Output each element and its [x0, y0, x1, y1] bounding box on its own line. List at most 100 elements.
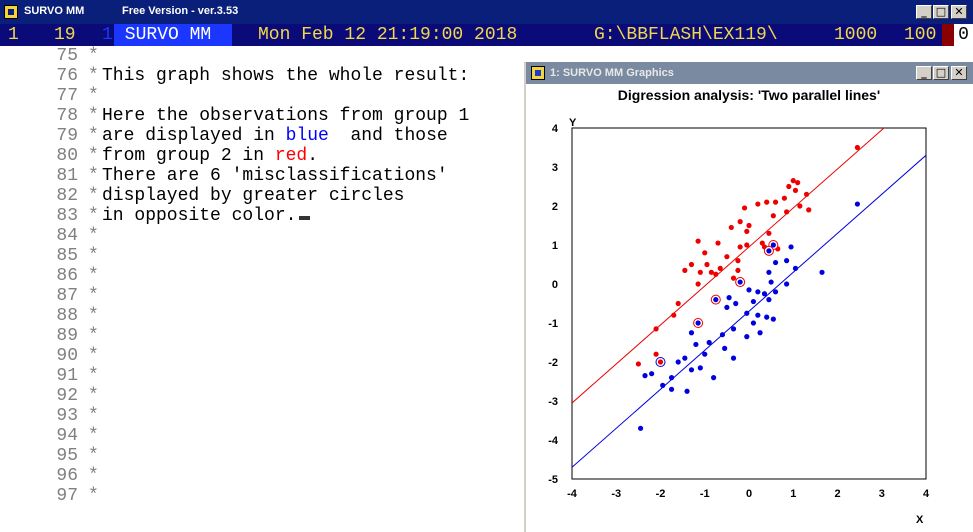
data-point	[637, 425, 644, 431]
line-number: 91	[56, 366, 78, 386]
data-point	[761, 291, 768, 297]
y-tick-label: -4	[548, 435, 559, 447]
control-column-star[interactable]: *	[88, 466, 99, 486]
y-tick-label: 4	[552, 123, 559, 135]
graphics-close-button[interactable]: ✕	[951, 66, 967, 80]
line-text[interactable]: There are 6 'misclassifications'	[102, 166, 448, 186]
y-tick-label: -2	[548, 357, 558, 369]
main-titlebar: SURVO MM Free Version - ver.3.53 _ □ ✕	[0, 0, 973, 24]
control-column-star[interactable]: *	[88, 366, 99, 386]
data-point	[781, 195, 787, 201]
data-point	[786, 183, 792, 190]
control-column-star[interactable]: *	[88, 486, 99, 506]
control-column-star[interactable]: *	[88, 166, 99, 186]
data-point	[675, 359, 681, 365]
text-segment: There are 6 'misclassifications'	[102, 166, 448, 186]
close-button[interactable]: ✕	[951, 5, 967, 19]
data-point	[724, 254, 730, 260]
data-point	[708, 269, 714, 275]
misclassified-point	[737, 279, 743, 285]
data-point	[668, 375, 675, 381]
graphics-window[interactable]: 1: SURVO MM Graphics _ □ ✕ Digression an…	[524, 62, 973, 532]
control-column-star[interactable]: *	[88, 346, 99, 366]
text-segment: This graph shows the whole result:	[102, 66, 470, 86]
status-value-2: 100	[904, 25, 937, 45]
control-column-star[interactable]: *	[88, 146, 99, 166]
x-tick-label: -4	[567, 488, 578, 500]
control-column-star[interactable]: *	[88, 286, 99, 306]
text-segment: from group 2 in	[102, 146, 275, 166]
status-line: 1 19 1 SURVO MM Mon Feb 12 21:19:00 2018…	[0, 24, 973, 46]
data-point	[717, 265, 723, 271]
control-column-star[interactable]: *	[88, 386, 99, 406]
maximize-button[interactable]: □	[933, 5, 949, 19]
data-point	[766, 297, 772, 303]
data-point	[854, 201, 861, 207]
survo-app-icon[interactable]	[4, 5, 18, 19]
data-point	[702, 250, 708, 256]
data-point	[697, 365, 703, 371]
graphics-maximize-button[interactable]: □	[933, 66, 949, 80]
data-point	[790, 178, 796, 184]
control-column-star[interactable]: *	[88, 326, 99, 346]
window-title: SURVO MM	[24, 5, 85, 17]
editor-area[interactable]: 75 * 76 * This graph shows the whole result:…	[0, 46, 525, 532]
control-column-star[interactable]: *	[88, 106, 99, 126]
data-point	[755, 289, 761, 295]
data-point	[772, 259, 779, 266]
data-point	[668, 386, 675, 392]
control-column-star[interactable]: *	[88, 406, 99, 426]
data-point	[706, 339, 712, 346]
line-number: 75	[56, 46, 78, 66]
data-point	[819, 269, 825, 275]
line-text[interactable]: Here the observations from group 1	[102, 106, 469, 126]
line-number: 83	[56, 206, 78, 226]
data-point	[728, 224, 734, 231]
control-column-star[interactable]: *	[88, 246, 99, 266]
data-point	[750, 298, 757, 305]
misclassified-point	[713, 297, 719, 303]
line-number: 93	[56, 406, 78, 426]
data-point	[755, 201, 761, 207]
y-tick-label: 0	[552, 279, 558, 291]
data-point	[764, 314, 770, 320]
window-version: Free Version - ver.3.53	[122, 5, 239, 17]
control-column-star[interactable]: *	[88, 266, 99, 286]
data-point	[688, 330, 695, 336]
data-point	[784, 258, 790, 264]
minimize-button[interactable]: _	[916, 5, 932, 19]
control-column-star[interactable]: *	[88, 446, 99, 466]
data-point	[735, 258, 741, 264]
control-column-star[interactable]: *	[88, 186, 99, 206]
data-point	[697, 269, 703, 275]
plot-frame	[571, 127, 927, 480]
graphics-minimize-button[interactable]: _	[916, 66, 932, 80]
misclassified-point	[695, 320, 701, 326]
line-text[interactable]: in opposite color.	[102, 206, 311, 226]
line-text[interactable]: displayed by greater circles	[102, 186, 404, 206]
status-datetime: Mon Feb 12 21:19:00 2018	[258, 25, 518, 45]
control-column-star[interactable]: *	[88, 226, 99, 246]
graphics-window-title: 1: SURVO MM Graphics	[550, 67, 674, 79]
status-column: 1	[8, 25, 19, 45]
status-mode: 1	[102, 25, 113, 45]
data-point	[693, 341, 699, 348]
data-point	[772, 289, 779, 295]
data-point	[744, 310, 750, 316]
line-text[interactable]: from group 2 in red.	[102, 146, 318, 166]
data-point	[759, 240, 765, 246]
graphics-window-icon[interactable]	[531, 66, 545, 80]
control-column-star[interactable]: *	[88, 126, 99, 146]
line-number: 77	[56, 86, 78, 106]
control-column-star[interactable]: *	[88, 46, 99, 66]
control-column-star[interactable]: *	[88, 206, 99, 226]
line-number: 85	[56, 246, 78, 266]
y-tick-label: -1	[548, 318, 558, 330]
control-column-star[interactable]: *	[88, 66, 99, 86]
control-column-star[interactable]: *	[88, 306, 99, 326]
line-text[interactable]: are displayed in blue and those	[102, 126, 448, 146]
control-column-star[interactable]: *	[88, 426, 99, 446]
line-text[interactable]: This graph shows the whole result:	[102, 66, 469, 86]
control-column-star[interactable]: *	[88, 86, 99, 106]
data-point	[735, 267, 741, 273]
